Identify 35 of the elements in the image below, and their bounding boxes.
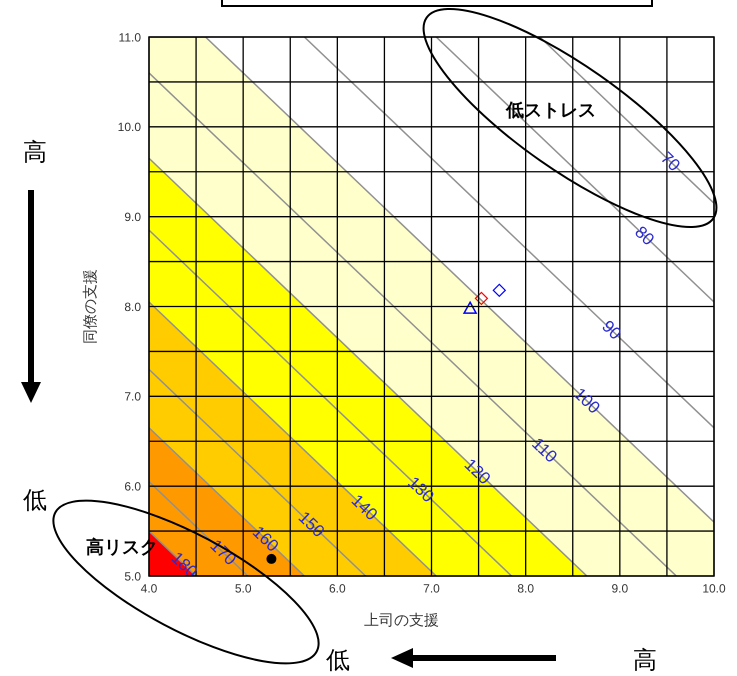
text: 高: [633, 647, 657, 674]
text: 110: [528, 434, 561, 466]
x-tick-label: 8.0: [517, 582, 534, 596]
text: 70: [657, 148, 684, 176]
text: 150: [294, 508, 328, 542]
text: 130: [404, 472, 438, 506]
text: 140: [348, 490, 382, 524]
text: 低: [326, 647, 350, 674]
text: 100: [570, 384, 604, 418]
point: [266, 554, 276, 564]
text: 低: [23, 487, 47, 514]
point: [492, 284, 506, 297]
x-tick-label: 6.0: [328, 582, 346, 596]
text: 120: [460, 454, 494, 488]
y-tick-label: 7.0: [124, 390, 142, 404]
text: 90: [598, 316, 625, 344]
y-axis-title: 同僚の支援: [82, 269, 99, 344]
point: [463, 302, 477, 314]
x-tick-label: 10.0: [702, 582, 726, 596]
y-tick-label: 11.0: [118, 30, 142, 44]
y-tick-label: 9.0: [124, 210, 142, 224]
x-tick-label: 5.0: [234, 582, 252, 596]
series-label: 180: [167, 548, 202, 582]
y-tick-label: 8.0: [124, 300, 142, 314]
text: 160: [248, 522, 282, 556]
y-tick-label: 5.0: [124, 569, 142, 584]
x-tick-label: 7.0: [423, 582, 440, 596]
x-tick-label: 9.0: [611, 582, 628, 596]
x-axis-title: 上司の支援: [364, 612, 439, 629]
y-tick-label: 6.0: [124, 479, 142, 494]
point: [474, 292, 488, 306]
text: 高: [23, 139, 47, 166]
x-tick-label: 4.0: [140, 582, 158, 596]
text: 80: [631, 222, 658, 250]
y-tick-label: 10.0: [118, 120, 142, 134]
